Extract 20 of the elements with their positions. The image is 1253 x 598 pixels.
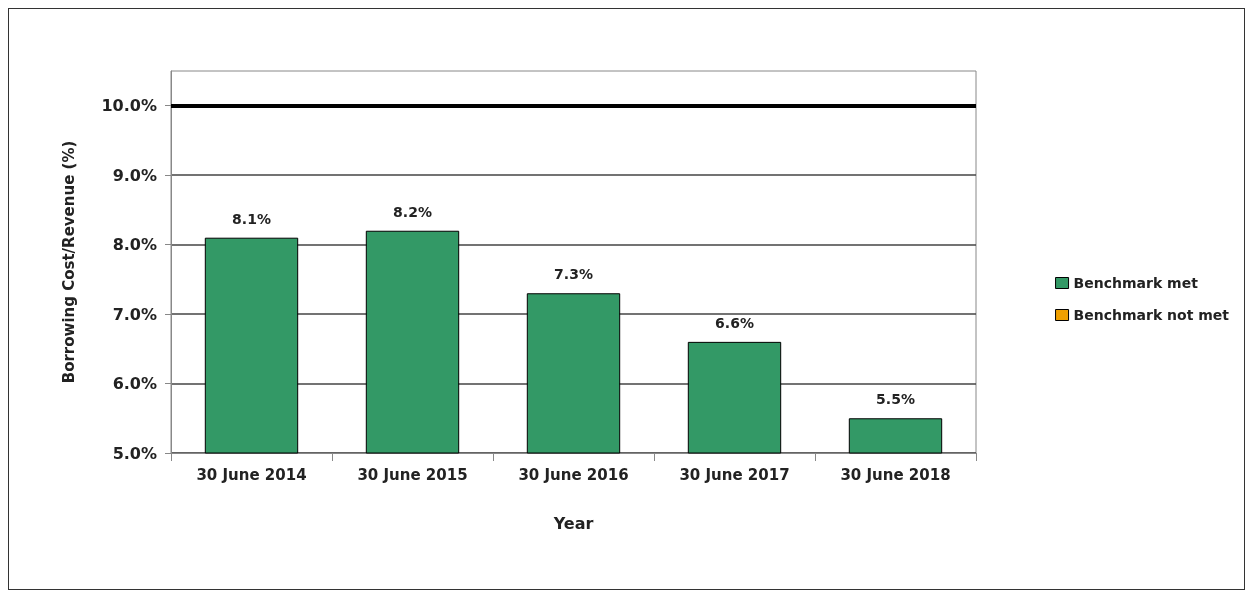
y-tick-label: 8.0% [112, 235, 157, 255]
legend-label: Benchmark met [1073, 275, 1199, 291]
x-tick-label: 30 June 2014 [196, 465, 307, 484]
x-tick-label: 30 June 2017 [679, 465, 790, 484]
x-tick-label: 30 June 2018 [840, 465, 951, 484]
data-label: 8.1% [232, 210, 271, 227]
y-axis-title: Borrowing Cost/Revenue (%) [59, 140, 78, 384]
data-label: 6.6% [715, 314, 754, 331]
data-label: 8.2% [393, 203, 432, 220]
y-tick-label: 9.0% [112, 165, 157, 185]
legend-label: Benchmark not met [1073, 307, 1230, 323]
x-axis-title: Year [552, 513, 594, 533]
y-tick-label: 10.0% [101, 96, 157, 116]
x-tick-label: 30 June 2016 [518, 465, 629, 484]
x-tick-label: 30 June 2015 [357, 465, 468, 484]
y-tick-label: 7.0% [112, 304, 157, 324]
data-label: 5.5% [876, 391, 915, 408]
data-label: 7.3% [554, 266, 593, 283]
y-tick-label: 5.0% [112, 443, 157, 463]
y-tick-label: 6.0% [112, 374, 157, 394]
